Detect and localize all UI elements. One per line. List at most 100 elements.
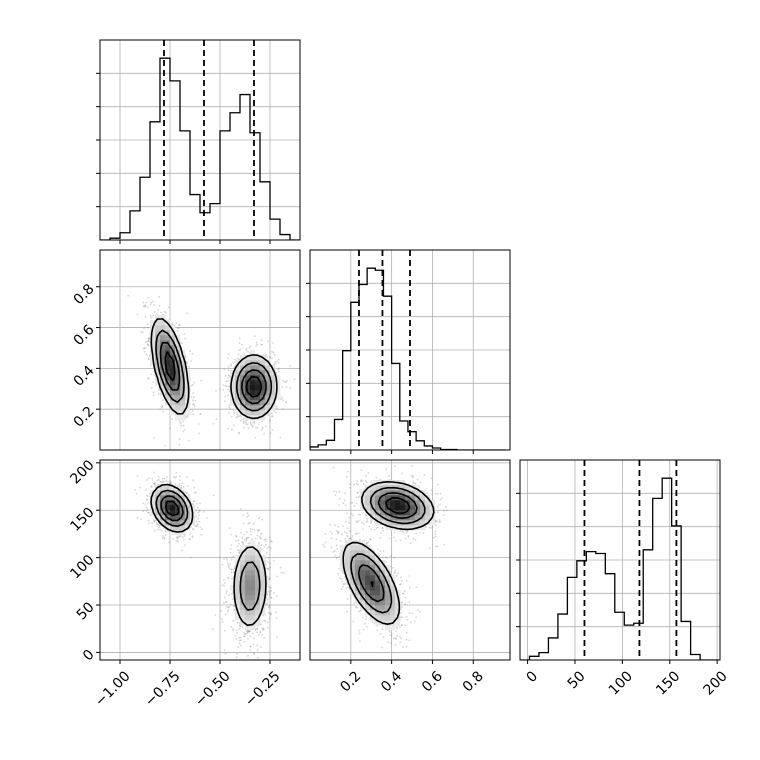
scatter-point [233, 609, 236, 612]
scatter-point [147, 340, 150, 343]
scatter-point [249, 421, 252, 423]
density-cell [275, 395, 281, 401]
scatter-point [259, 646, 262, 648]
scatter-point [163, 477, 166, 480]
scatter-point [246, 512, 249, 515]
scatter-point [225, 600, 228, 603]
scatter-point [155, 521, 158, 524]
scatter-point [187, 493, 190, 496]
scatter-point [271, 415, 274, 417]
scatter-point [227, 576, 230, 579]
scatter-point [247, 427, 250, 429]
density-cell [250, 375, 256, 381]
scatter-point [182, 424, 185, 427]
scatter-point [190, 395, 193, 398]
scatter-point [186, 476, 189, 479]
scatter-point [223, 585, 226, 587]
density-cell [165, 385, 171, 391]
density-cell [260, 575, 266, 581]
scatter-point [140, 518, 143, 521]
scatter-point [245, 668, 247, 670]
scatter-point [232, 629, 235, 632]
density-cell [230, 585, 236, 591]
density-cell [160, 385, 166, 391]
scatter-point [159, 480, 162, 483]
scatter-point [227, 385, 230, 388]
scatter-point [175, 322, 178, 324]
density-cell [165, 345, 171, 351]
density-cell [270, 375, 276, 381]
scatter-point [403, 531, 405, 534]
scatter-point [270, 586, 272, 589]
scatter-point [231, 556, 234, 559]
scatter-point [197, 517, 200, 520]
density-cell [245, 615, 251, 621]
panel-frame [309, 249, 511, 451]
scatter-point [195, 520, 198, 523]
density-cell [240, 375, 246, 381]
scatter-point [272, 351, 275, 354]
scatter-point [193, 396, 195, 399]
density-cell [250, 615, 256, 621]
density-cell [235, 555, 241, 561]
scatter-point [437, 511, 439, 514]
scatter-point [223, 368, 226, 371]
scatter-point [235, 629, 238, 632]
scatter-point [410, 475, 413, 477]
scatter-point [238, 639, 241, 642]
scatter-point [255, 341, 258, 344]
scatter-point [239, 644, 242, 647]
scatter-point [161, 480, 164, 483]
scatter-point [269, 589, 271, 592]
density-cell [155, 330, 161, 336]
density-cell [160, 360, 166, 366]
density-cell [230, 400, 236, 406]
density-cell [240, 400, 246, 406]
scatter-point [247, 630, 250, 633]
density-cell [180, 360, 186, 366]
scatter-point [191, 410, 194, 412]
density-cell [175, 380, 181, 386]
density-cell [250, 555, 256, 561]
scatter-point [224, 652, 227, 655]
density-cell [260, 555, 266, 561]
density-cell [260, 600, 266, 606]
density-cell [240, 620, 246, 626]
density-cell [265, 360, 271, 366]
density-cell [155, 350, 161, 356]
scatter-point [268, 578, 271, 581]
scatter-point [282, 571, 285, 574]
scatter-point [356, 502, 358, 505]
scatter-point [271, 357, 273, 360]
scatter-point [266, 568, 269, 570]
scatter-point [279, 566, 282, 569]
scatter-point [273, 363, 276, 366]
scatter-point [235, 536, 238, 538]
density-cell [265, 375, 271, 381]
density-cell [255, 560, 261, 566]
density-cell [175, 390, 181, 396]
scatter-point [192, 384, 194, 386]
scatter-point [370, 528, 373, 531]
scatter-point [276, 360, 278, 363]
scatter-point [200, 533, 203, 536]
scatter-point [244, 632, 247, 635]
density-cell [265, 390, 271, 396]
scatter-point [265, 564, 267, 567]
scatter-point [162, 399, 165, 402]
scatter-point [238, 432, 241, 435]
density-cell [245, 385, 251, 391]
density-cell [175, 395, 181, 401]
scatter-point [187, 365, 190, 368]
scatter-point [246, 531, 248, 534]
scatter-point [199, 413, 202, 415]
density-cell [170, 495, 176, 501]
density-cell [245, 550, 251, 556]
scatter-point [239, 636, 242, 639]
scatter-point [180, 486, 183, 489]
density-cell [250, 550, 256, 556]
scatter-point [267, 611, 270, 614]
density-cell [170, 500, 176, 506]
scatter-point [145, 340, 148, 343]
scatter-point [226, 611, 229, 613]
